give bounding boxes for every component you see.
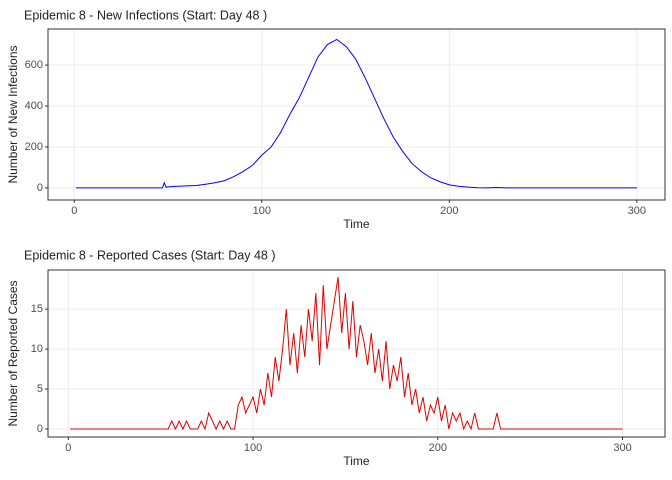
plot-border (47, 269, 666, 438)
chart-title: Epidemic 8 - Reported Cases (Start: Day … (24, 248, 276, 262)
x-tick-label: 200 (429, 442, 447, 454)
data-line (76, 38, 637, 189)
data-line (70, 277, 623, 431)
x-tick-label: 0 (71, 205, 77, 217)
x-tick-label: 100 (244, 442, 262, 454)
y-tick-label: 5 (37, 383, 43, 395)
x-tick-label: 100 (253, 205, 271, 217)
x-tick-label: 0 (65, 442, 71, 454)
x-tick-label: 200 (440, 205, 458, 217)
y-tick-label: 400 (25, 100, 43, 112)
x-tick-label: 300 (628, 205, 646, 217)
y-tick-label: 0 (37, 182, 43, 194)
x-axis-label: Time (343, 454, 370, 468)
x-axis-label: Time (343, 217, 370, 231)
y-tick-label: 600 (25, 59, 43, 71)
y-tick-label: 200 (25, 141, 43, 153)
y-tick-label: 10 (31, 343, 43, 355)
y-tick-label: 0 (37, 423, 43, 435)
y-axis-label: Number of Reported Cases (6, 280, 20, 426)
plot-border (47, 28, 666, 201)
y-tick-label: 15 (31, 303, 43, 315)
x-tick-label: 300 (613, 442, 631, 454)
chart-title: Epidemic 8 - New Infections (Start: Day … (24, 8, 267, 22)
y-axis-label: Number of New Infections (6, 45, 20, 183)
